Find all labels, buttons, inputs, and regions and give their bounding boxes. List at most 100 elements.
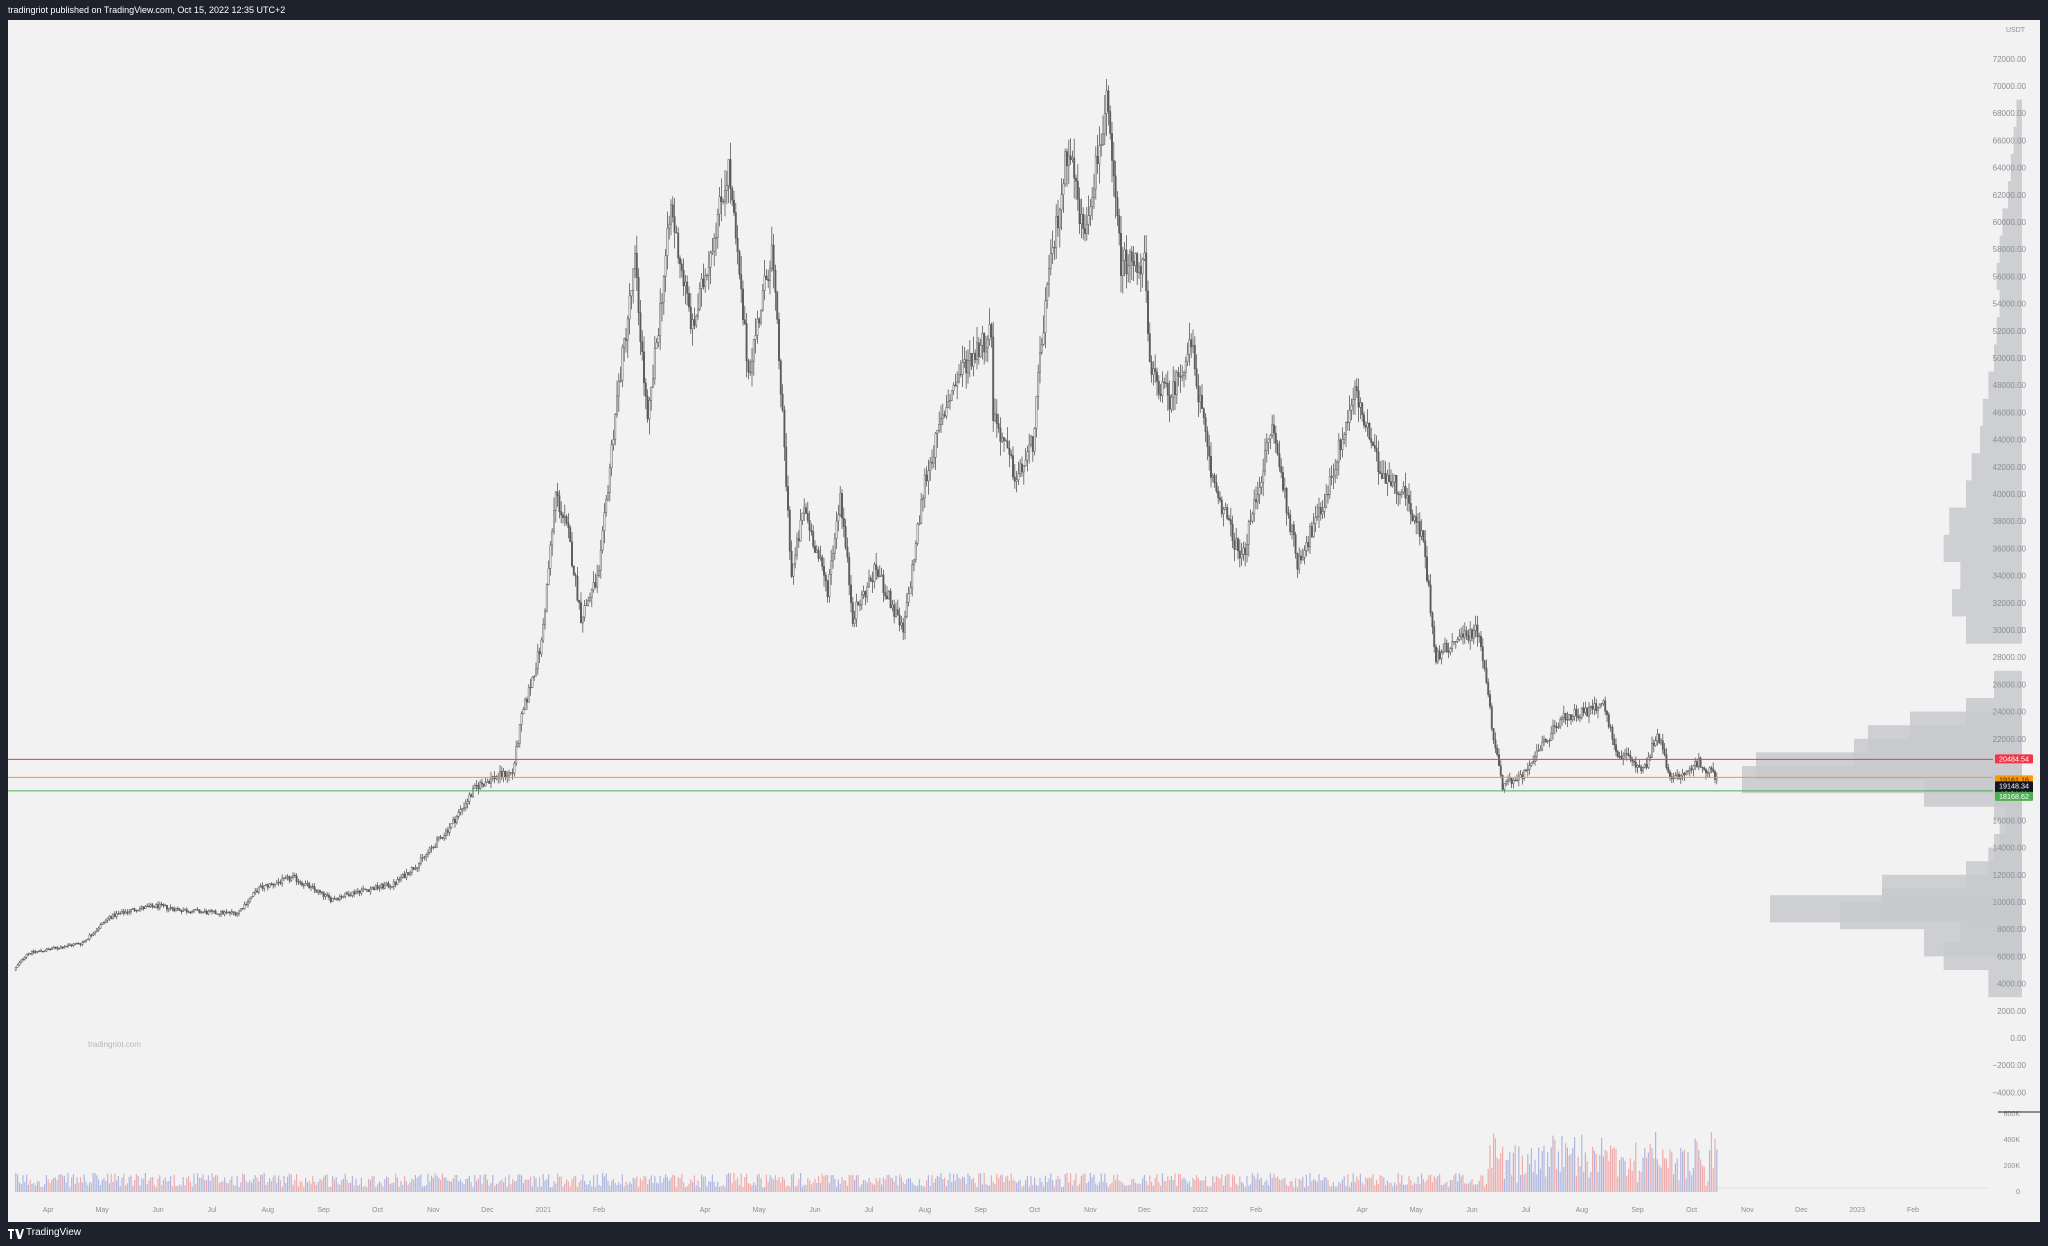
candle-body	[131, 908, 134, 910]
volume-bar	[1293, 1187, 1295, 1192]
horizontal-levels[interactable]	[8, 758, 1993, 792]
candle-body	[965, 359, 968, 374]
volume-bar	[1088, 1181, 1090, 1192]
candle-body	[90, 934, 93, 936]
candle-body	[1093, 188, 1095, 198]
volume-bar	[315, 1185, 317, 1192]
volume-bar	[648, 1179, 650, 1192]
volume-bar	[351, 1175, 353, 1192]
volume-bar	[1433, 1175, 1435, 1192]
volume-bar	[882, 1177, 884, 1192]
candle-body	[355, 891, 357, 895]
candle-body	[229, 911, 231, 914]
candle-body	[846, 546, 849, 558]
volume-bar	[78, 1182, 80, 1192]
price-tick-label: 48000.00	[1993, 381, 2027, 390]
volume-bar	[823, 1176, 825, 1192]
time-tick-label: May	[753, 1207, 767, 1214]
time-tick-label: Jun	[152, 1207, 163, 1214]
candle-body	[412, 867, 415, 870]
price-tick-label: 58000.00	[1993, 245, 2027, 254]
volume-bar	[557, 1173, 559, 1192]
volume-bar	[71, 1177, 73, 1192]
volume-bar	[1196, 1175, 1198, 1192]
candle-body	[664, 255, 667, 277]
candle-body	[1336, 461, 1338, 470]
candle-body	[1247, 521, 1250, 545]
candle-body	[1310, 526, 1313, 538]
price-chart[interactable]: tradingriot.com 72000.0070000.0068000.00…	[8, 20, 2040, 1222]
volume-bar	[1169, 1180, 1171, 1192]
candle-body	[880, 574, 883, 577]
volume-bar	[1217, 1177, 1219, 1192]
volume-bar	[1455, 1173, 1457, 1192]
volume-bar	[643, 1176, 645, 1192]
volume-bar	[1023, 1185, 1025, 1192]
candle-body	[1512, 780, 1515, 784]
candle-body	[1307, 542, 1310, 548]
volume-bar	[1356, 1176, 1358, 1192]
volume-bar	[1512, 1152, 1514, 1192]
volume-bar	[1332, 1182, 1334, 1192]
chart-area[interactable]: tradingriot.com 72000.00 70000.00 68000.00…	[8, 20, 2040, 1222]
candle-body	[621, 347, 624, 381]
volume-bar	[792, 1173, 794, 1192]
volume-bar	[494, 1186, 496, 1192]
volume-bar	[1464, 1183, 1466, 1192]
volume-bar	[333, 1179, 335, 1192]
candle-body	[1039, 352, 1041, 373]
candle-body	[126, 911, 129, 913]
volume-bar	[582, 1174, 584, 1192]
candle-body	[79, 943, 82, 945]
time-tick-label: Dec	[481, 1207, 494, 1214]
volume-bar	[1179, 1173, 1181, 1192]
candle-body	[176, 908, 179, 910]
volume-bar	[650, 1175, 652, 1192]
candle-body	[1125, 249, 1128, 275]
tradingview-logo-icon[interactable]	[8, 1228, 24, 1240]
volume-bar	[1097, 1185, 1099, 1192]
tradingview-brand[interactable]: TradingView	[26, 1227, 82, 1238]
candle-body	[1447, 651, 1450, 653]
volume-bar	[706, 1186, 708, 1192]
candle-body	[1355, 386, 1358, 392]
candle-body	[1409, 503, 1412, 515]
candle-body	[65, 946, 68, 948]
candle-body	[1368, 422, 1371, 439]
time-axis[interactable]: Apr May Jun Jul Aug Sep Oct Nov Dec 2021 Feb Apr May…	[43, 1207, 1919, 1214]
candle-body	[542, 624, 545, 641]
volume-bar	[1089, 1172, 1091, 1192]
candle-body	[1426, 556, 1428, 581]
volume-bar	[1035, 1184, 1037, 1192]
candle-body	[38, 950, 41, 952]
candle-body	[1660, 740, 1662, 744]
volume-bar	[1203, 1180, 1205, 1192]
candle-body	[470, 794, 473, 797]
price-axis[interactable]: 72000.0070000.0068000.0066000.0064000.00…	[1992, 27, 2026, 1097]
time-tick-label: Nov	[1084, 1207, 1097, 1214]
candle-body	[1559, 719, 1562, 727]
volume-bar	[98, 1179, 100, 1192]
candle-body	[695, 315, 698, 326]
volume-bar	[1300, 1180, 1302, 1192]
volume-bar	[438, 1177, 440, 1192]
volume-bar	[362, 1186, 364, 1192]
volume-bar	[1538, 1147, 1540, 1192]
volume-bar	[1532, 1171, 1534, 1192]
price-tick-label: 70000.00	[1993, 82, 2027, 91]
candle-body	[1078, 198, 1081, 224]
candle-body	[1316, 516, 1319, 518]
candle-body	[1499, 765, 1502, 776]
volume-bar	[1379, 1175, 1381, 1192]
volume-bar	[1698, 1149, 1700, 1192]
candle-body	[1625, 753, 1628, 755]
candle-body	[36, 951, 39, 953]
candle-body	[1273, 424, 1275, 434]
volume-bar	[593, 1175, 595, 1192]
volume-bar	[225, 1182, 227, 1192]
volume-bar	[998, 1178, 1000, 1192]
volume-bar	[467, 1178, 469, 1192]
volume-bar	[1257, 1173, 1259, 1192]
volume-bar	[517, 1174, 519, 1192]
volume-bar	[1714, 1138, 1716, 1192]
